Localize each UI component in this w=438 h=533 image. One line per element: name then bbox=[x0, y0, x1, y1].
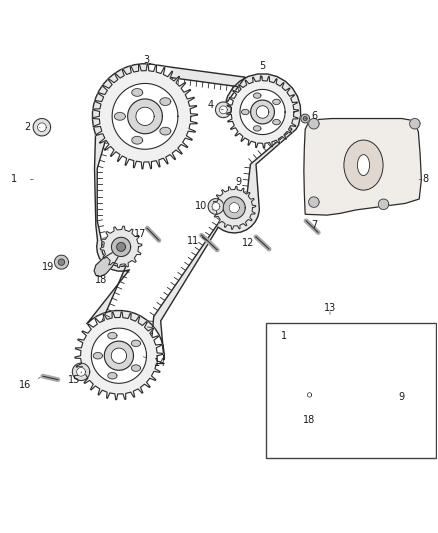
Text: 18: 18 bbox=[95, 274, 107, 285]
Text: 9: 9 bbox=[236, 176, 242, 187]
Ellipse shape bbox=[357, 155, 370, 175]
Polygon shape bbox=[273, 119, 280, 125]
Text: 14: 14 bbox=[154, 358, 166, 368]
Polygon shape bbox=[304, 118, 421, 215]
Polygon shape bbox=[219, 106, 227, 114]
Polygon shape bbox=[131, 365, 141, 372]
Text: 18: 18 bbox=[304, 415, 316, 425]
Polygon shape bbox=[77, 367, 85, 376]
Polygon shape bbox=[299, 384, 320, 405]
Text: 19: 19 bbox=[42, 262, 54, 272]
Polygon shape bbox=[104, 341, 134, 370]
Polygon shape bbox=[75, 312, 163, 400]
Polygon shape bbox=[108, 373, 117, 379]
Polygon shape bbox=[132, 88, 143, 96]
Polygon shape bbox=[378, 199, 389, 209]
Polygon shape bbox=[301, 114, 310, 123]
Polygon shape bbox=[92, 64, 198, 169]
Text: 11: 11 bbox=[187, 236, 199, 246]
Text: 1: 1 bbox=[11, 174, 18, 184]
Polygon shape bbox=[240, 90, 285, 134]
Polygon shape bbox=[241, 109, 249, 115]
Polygon shape bbox=[254, 126, 261, 131]
Polygon shape bbox=[87, 64, 300, 360]
Polygon shape bbox=[213, 186, 256, 229]
Text: 13: 13 bbox=[324, 303, 336, 313]
Polygon shape bbox=[112, 237, 131, 256]
Text: 2: 2 bbox=[25, 122, 31, 132]
Text: 17: 17 bbox=[134, 229, 146, 239]
Text: 16: 16 bbox=[19, 380, 32, 390]
Polygon shape bbox=[283, 395, 310, 424]
Polygon shape bbox=[58, 259, 64, 265]
Polygon shape bbox=[94, 247, 121, 277]
Polygon shape bbox=[226, 76, 299, 148]
Polygon shape bbox=[93, 352, 102, 359]
Text: 3: 3 bbox=[143, 55, 149, 65]
Text: 6: 6 bbox=[312, 111, 318, 122]
Polygon shape bbox=[127, 99, 162, 134]
Polygon shape bbox=[114, 112, 125, 120]
Polygon shape bbox=[282, 336, 408, 423]
Polygon shape bbox=[303, 117, 307, 120]
Polygon shape bbox=[208, 199, 224, 214]
Text: 5: 5 bbox=[259, 61, 266, 71]
Polygon shape bbox=[223, 197, 245, 219]
Polygon shape bbox=[229, 203, 239, 213]
Polygon shape bbox=[38, 123, 46, 132]
Text: 8: 8 bbox=[423, 174, 429, 184]
Polygon shape bbox=[132, 136, 143, 144]
Polygon shape bbox=[254, 93, 261, 98]
Polygon shape bbox=[92, 328, 146, 383]
Polygon shape bbox=[33, 118, 50, 136]
Text: 9: 9 bbox=[399, 392, 405, 402]
Text: 4: 4 bbox=[207, 100, 213, 110]
Polygon shape bbox=[305, 390, 314, 400]
Ellipse shape bbox=[344, 140, 383, 190]
Polygon shape bbox=[112, 84, 178, 149]
Polygon shape bbox=[266, 323, 436, 458]
Polygon shape bbox=[256, 106, 269, 118]
Polygon shape bbox=[111, 348, 127, 364]
Polygon shape bbox=[100, 226, 142, 268]
Polygon shape bbox=[72, 363, 90, 381]
Polygon shape bbox=[54, 255, 68, 269]
Polygon shape bbox=[117, 243, 125, 251]
Polygon shape bbox=[160, 127, 171, 135]
Text: 1: 1 bbox=[281, 331, 287, 341]
Polygon shape bbox=[273, 99, 280, 104]
Text: 7: 7 bbox=[311, 220, 317, 230]
Polygon shape bbox=[131, 340, 141, 346]
Polygon shape bbox=[392, 394, 398, 400]
Text: 12: 12 bbox=[242, 238, 255, 247]
Polygon shape bbox=[309, 197, 319, 207]
Polygon shape bbox=[389, 391, 401, 403]
Polygon shape bbox=[309, 118, 319, 129]
Polygon shape bbox=[384, 386, 406, 408]
Polygon shape bbox=[160, 98, 171, 106]
Polygon shape bbox=[307, 393, 312, 397]
Polygon shape bbox=[108, 333, 117, 339]
Polygon shape bbox=[212, 203, 220, 211]
Polygon shape bbox=[251, 100, 275, 124]
Text: 15: 15 bbox=[68, 375, 81, 385]
Polygon shape bbox=[215, 102, 231, 118]
Polygon shape bbox=[136, 107, 154, 125]
Polygon shape bbox=[410, 118, 420, 129]
Text: 10: 10 bbox=[194, 201, 207, 212]
